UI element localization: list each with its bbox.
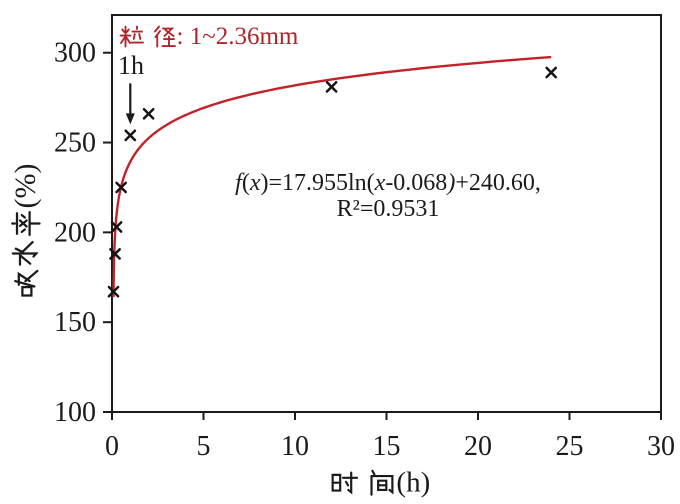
- data-point-marker: [142, 107, 155, 120]
- label-text: (h): [396, 466, 431, 499]
- fit-equation: f(x)=17.955ln(x-0.068)+240.60, R²=0.9531: [206, 170, 570, 222]
- y-tick-label: 100: [54, 397, 96, 428]
- data-point-marker: [545, 66, 558, 79]
- x-tick-label: 10: [281, 431, 309, 462]
- fit-curve: [112, 55, 552, 298]
- data-point-marker: [124, 129, 137, 142]
- x-tick-label: 0: [105, 431, 119, 462]
- cjk-glyph: [153, 25, 176, 48]
- y-tick-label: 150: [54, 307, 96, 338]
- cjk-glyph: [14, 269, 39, 297]
- x-tick-label: 5: [197, 431, 211, 462]
- cjk-glyph: [11, 210, 41, 237]
- arrow-label: 1h: [118, 51, 144, 80]
- x-tick-label: 25: [556, 431, 584, 462]
- y-tick-label: 300: [54, 38, 96, 69]
- equation-r-squared: R²=0.9531: [336, 196, 440, 222]
- cjk-glyph: [331, 471, 359, 495]
- x-axis-label: (h): [330, 466, 431, 499]
- y-tick-label: 250: [54, 128, 96, 159]
- x-tick-label: 30: [647, 431, 675, 462]
- data-point-marker: [107, 285, 120, 298]
- x-tick-label: 15: [373, 431, 401, 462]
- data-point-marker: [115, 181, 127, 194]
- cjk-glyph: [119, 25, 144, 48]
- y-axis-label: (%): [9, 163, 42, 299]
- data-point-marker: [325, 81, 338, 93]
- equation-line1: f(x)=17.955ln(x-0.068)+240.60,: [235, 170, 541, 196]
- x-tick-label: 20: [464, 431, 492, 462]
- annotation-arrow-head: [125, 113, 135, 125]
- cjk-glyph: [11, 240, 39, 266]
- data-point-marker: [109, 248, 121, 260]
- data-point-marker: [110, 221, 123, 233]
- series-annotation: : 1~2.36mm: [119, 24, 298, 49]
- label-text: (%): [9, 163, 42, 209]
- y-tick-label: 200: [54, 217, 96, 248]
- label-text: : 1~2.36mm: [176, 23, 299, 50]
- cjk-glyph: [370, 469, 394, 496]
